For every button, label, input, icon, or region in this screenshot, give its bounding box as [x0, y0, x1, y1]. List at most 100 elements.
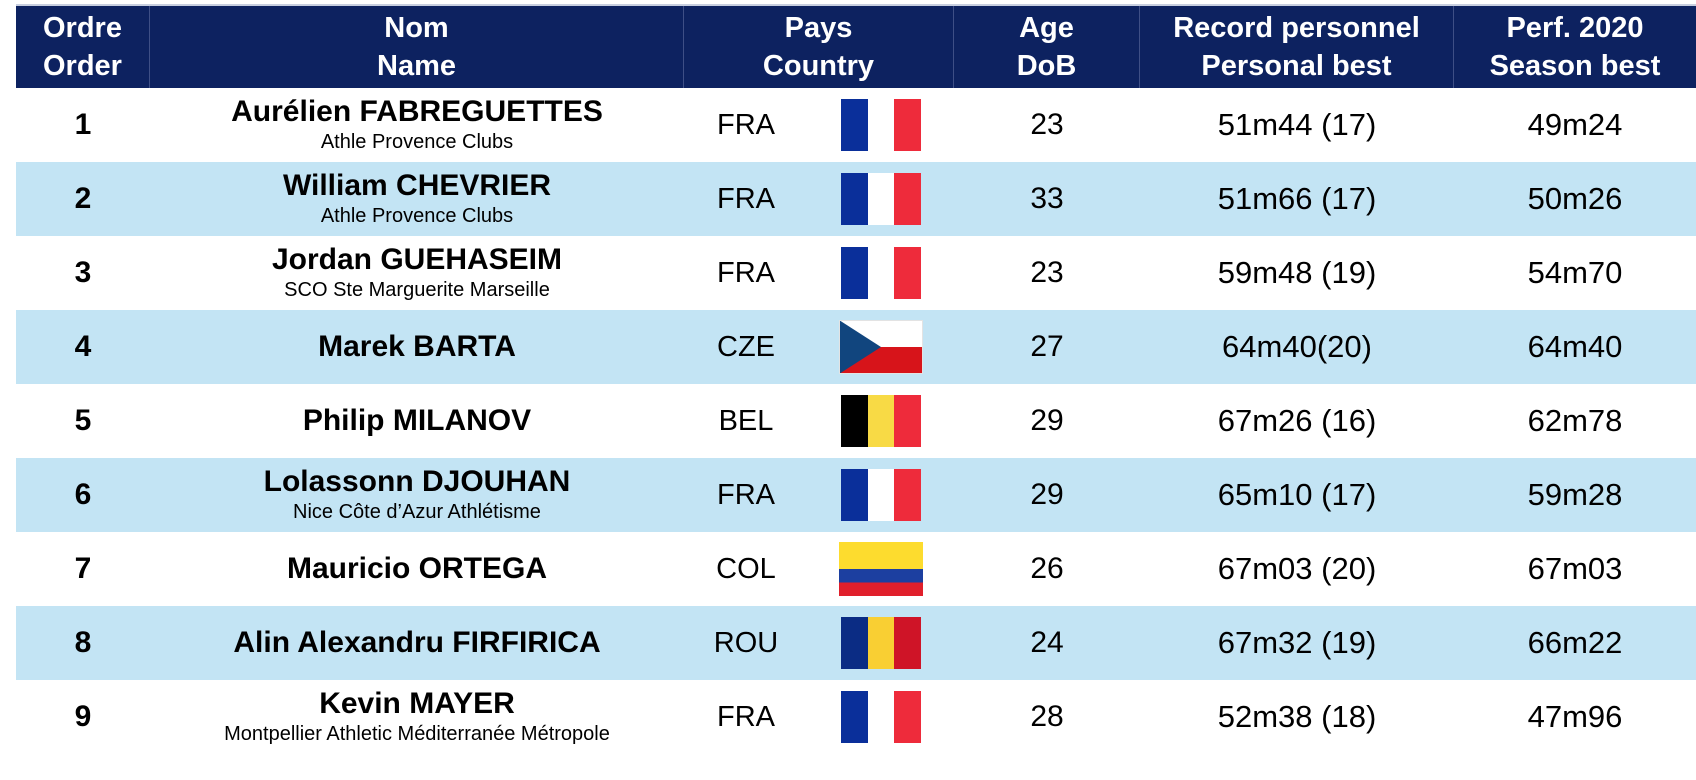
athlete-name: Kevin MAYER — [319, 687, 515, 720]
order-cell: 2 — [16, 162, 150, 236]
personal-best-cell: 51m66 (17) — [1140, 162, 1454, 236]
country-code-cell: FRA — [684, 680, 808, 754]
athlete-club: Athle Provence Clubs — [320, 205, 514, 227]
romania-flag — [841, 617, 921, 669]
personal-best: 67m03 (20) — [1217, 551, 1377, 586]
personal-best: 64m40(20) — [1222, 329, 1372, 364]
results-table: Ordre Order Nom Name Pays Country Age Do… — [16, 4, 1696, 754]
season-best: 47m96 — [1527, 699, 1623, 734]
season-best: 49m24 — [1527, 107, 1623, 142]
france-flag — [841, 469, 921, 521]
name-cell: Aurélien FABREGUETTES Athle Provence Clu… — [150, 88, 684, 162]
header-personal-best: Record personnel Personal best — [1140, 6, 1454, 88]
order-number: 8 — [74, 626, 92, 659]
country-code-cell: FRA — [684, 458, 808, 532]
table-header: Ordre Order Nom Name Pays Country Age Do… — [16, 4, 1696, 88]
personal-best: 51m44 (17) — [1217, 107, 1377, 142]
table-row: 5 Philip MILANOV BEL 29 67m26 (16) 62m78 — [16, 384, 1696, 458]
personal-best-cell: 64m40(20) — [1140, 310, 1454, 384]
order-cell: 4 — [16, 310, 150, 384]
table-row: 8 Alin Alexandru FIRFIRICA ROU 24 67m32 … — [16, 606, 1696, 680]
athlete-name: Aurélien FABREGUETTES — [231, 95, 603, 128]
header-order: Ordre Order — [16, 6, 150, 88]
season-best: 64m40 — [1527, 329, 1623, 364]
country-code: COL — [716, 552, 776, 585]
season-best: 59m28 — [1527, 477, 1623, 512]
name-cell: Mauricio ORTEGA — [150, 532, 684, 606]
order-number: 6 — [74, 478, 92, 511]
athlete-age: 27 — [1030, 330, 1064, 363]
age-cell: 27 — [954, 310, 1140, 384]
order-number: 1 — [74, 108, 92, 141]
country-code-cell: ROU — [684, 606, 808, 680]
order-number: 4 — [74, 330, 92, 363]
flag-cell — [808, 310, 954, 384]
order-cell: 7 — [16, 532, 150, 606]
name-cell: Jordan GUEHASEIM SCO Ste Marguerite Mars… — [150, 236, 684, 310]
france-flag — [841, 99, 921, 151]
athlete-name: Alin Alexandru FIRFIRICA — [233, 626, 601, 659]
athlete-age: 23 — [1030, 256, 1064, 289]
flag-cell — [808, 236, 954, 310]
athlete-club: Montpellier Athletic Méditerranée Métrop… — [224, 723, 610, 745]
country-code: FRA — [717, 478, 775, 511]
athlete-club: Athle Provence Clubs — [320, 131, 514, 153]
athlete-name: William CHEVRIER — [282, 169, 552, 202]
order-number: 7 — [74, 552, 92, 585]
season-best-cell: 64m40 — [1454, 310, 1696, 384]
order-number: 9 — [74, 700, 92, 733]
athlete-club: Nice Côte d’Azur Athlétisme — [293, 501, 541, 523]
header-name: Nom Name — [150, 6, 684, 88]
country-code-cell: FRA — [684, 236, 808, 310]
age-cell: 29 — [954, 384, 1140, 458]
athlete-name: Mauricio ORTEGA — [286, 552, 548, 585]
country-code-cell: FRA — [684, 88, 808, 162]
personal-best: 51m66 (17) — [1217, 181, 1377, 216]
personal-best: 67m32 (19) — [1217, 625, 1377, 660]
season-best-cell: 50m26 — [1454, 162, 1696, 236]
season-best-cell: 66m22 — [1454, 606, 1696, 680]
flag-cell — [808, 606, 954, 680]
season-best-cell: 67m03 — [1454, 532, 1696, 606]
personal-best: 67m26 (16) — [1217, 403, 1377, 438]
age-cell: 26 — [954, 532, 1140, 606]
country-code: FRA — [717, 182, 775, 215]
order-number: 3 — [74, 256, 92, 289]
country-code: CZE — [717, 330, 775, 363]
age-cell: 29 — [954, 458, 1140, 532]
country-code-cell: COL — [684, 532, 808, 606]
table-row: 9 Kevin MAYER Montpellier Athletic Médit… — [16, 680, 1696, 754]
season-best: 66m22 — [1527, 625, 1623, 660]
athlete-name: Jordan GUEHASEIM — [271, 243, 563, 276]
order-cell: 9 — [16, 680, 150, 754]
season-best: 54m70 — [1527, 255, 1623, 290]
season-best-cell: 62m78 — [1454, 384, 1696, 458]
country-code-cell: BEL — [684, 384, 808, 458]
age-cell: 23 — [954, 88, 1140, 162]
athlete-name: Lolassonn DJOUHAN — [263, 465, 571, 498]
table-row: 7 Mauricio ORTEGA COL 26 67m03 (20) 67m0… — [16, 532, 1696, 606]
flag-cell — [808, 162, 954, 236]
table-row: 6 Lolassonn DJOUHAN Nice Côte d’Azur Ath… — [16, 458, 1696, 532]
athlete-name: Philip MILANOV — [302, 404, 532, 437]
age-cell: 33 — [954, 162, 1140, 236]
athlete-age: 28 — [1030, 700, 1064, 733]
flag-cell — [808, 384, 954, 458]
country-code: FRA — [717, 108, 775, 141]
personal-best-cell: 65m10 (17) — [1140, 458, 1454, 532]
age-cell: 28 — [954, 680, 1140, 754]
athlete-age: 33 — [1030, 182, 1064, 215]
flag-cell — [808, 88, 954, 162]
order-cell: 5 — [16, 384, 150, 458]
czech-flag — [839, 320, 923, 374]
france-flag — [841, 173, 921, 225]
header-season-best: Perf. 2020 Season best — [1489, 12, 1661, 82]
age-cell: 24 — [954, 606, 1140, 680]
colombia-flag — [839, 542, 923, 596]
name-cell: William CHEVRIER Athle Provence Clubs — [150, 162, 684, 236]
france-flag — [841, 247, 921, 299]
header-country: Pays Country — [684, 6, 954, 88]
table-row: 3 Jordan GUEHASEIM SCO Ste Marguerite Ma… — [16, 236, 1696, 310]
table-row: 1 Aurélien FABREGUETTES Athle Provence C… — [16, 88, 1696, 162]
name-cell: Marek BARTA — [150, 310, 684, 384]
